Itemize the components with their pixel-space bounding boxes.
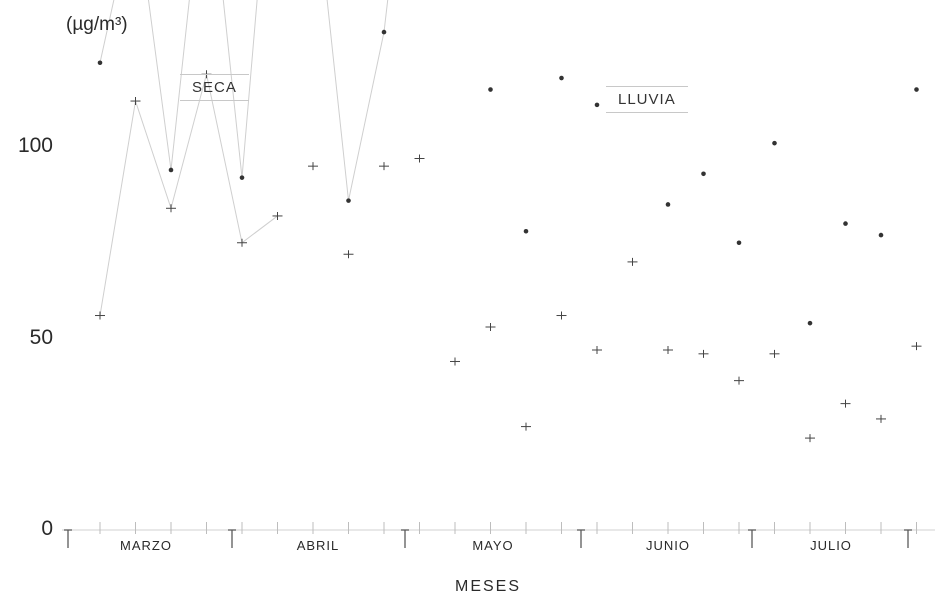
data-point-dot bbox=[878, 232, 884, 238]
month-label: MARZO bbox=[120, 538, 172, 553]
annotation-lluvia: LLUVIA bbox=[606, 86, 688, 113]
data-point-plus bbox=[627, 257, 638, 266]
data-point-plus bbox=[166, 204, 176, 213]
data-point-plus bbox=[272, 211, 283, 220]
data-point-dot bbox=[736, 240, 742, 246]
series-1-line bbox=[99, 0, 389, 201]
data-point-dot bbox=[594, 102, 600, 108]
data-point-plus bbox=[130, 97, 141, 106]
data-point-plus bbox=[805, 434, 815, 443]
data-point-dot bbox=[239, 175, 245, 180]
x-axis-title: MESES bbox=[455, 578, 522, 595]
data-points bbox=[95, 29, 922, 443]
x-axis bbox=[62, 522, 935, 548]
data-point-dot bbox=[523, 228, 529, 234]
month-label: MAYO bbox=[472, 538, 514, 553]
data-point-dot bbox=[168, 167, 174, 173]
y-tick-label: 100 bbox=[17, 134, 53, 157]
data-point-dot bbox=[97, 60, 103, 66]
series-2-line bbox=[99, 74, 278, 316]
data-point-plus bbox=[95, 311, 105, 320]
data-point-plus bbox=[379, 162, 389, 171]
data-point-plus bbox=[485, 323, 496, 332]
y-tick-label: 50 bbox=[29, 325, 53, 349]
data-point-dot bbox=[701, 171, 706, 177]
data-point-dot bbox=[914, 87, 919, 92]
connector-lines bbox=[99, 0, 389, 316]
data-point-dot bbox=[772, 140, 777, 146]
data-point-plus bbox=[521, 422, 531, 431]
y-axis-unit-label: (µg/m³) bbox=[66, 14, 128, 35]
data-point-dot bbox=[559, 75, 564, 81]
data-point-dot bbox=[381, 29, 387, 35]
data-point-plus bbox=[911, 342, 922, 351]
y-tick-label: 0 bbox=[41, 517, 53, 540]
data-point-plus bbox=[769, 349, 780, 358]
data-point-plus bbox=[343, 250, 354, 259]
data-point-dot bbox=[488, 87, 493, 92]
data-point-dot bbox=[807, 320, 813, 326]
data-point-plus bbox=[237, 238, 247, 247]
data-point-plus bbox=[698, 349, 709, 358]
annotation-seca: SECA bbox=[180, 74, 249, 101]
data-point-plus bbox=[876, 414, 886, 423]
data-point-dot bbox=[346, 198, 351, 203]
data-point-plus bbox=[734, 376, 744, 385]
data-point-dot bbox=[665, 202, 671, 207]
data-point-plus bbox=[450, 357, 460, 366]
data-point-plus bbox=[840, 399, 851, 408]
month-label: JULIO bbox=[810, 538, 852, 553]
data-point-plus bbox=[592, 345, 602, 354]
data-point-plus bbox=[556, 311, 567, 320]
data-point-plus bbox=[308, 162, 318, 171]
month-label: JUNIO bbox=[646, 538, 690, 553]
data-point-dot bbox=[843, 221, 848, 226]
month-label: ABRIL bbox=[296, 538, 340, 553]
data-point-plus bbox=[414, 154, 425, 163]
data-point-plus bbox=[663, 345, 673, 354]
